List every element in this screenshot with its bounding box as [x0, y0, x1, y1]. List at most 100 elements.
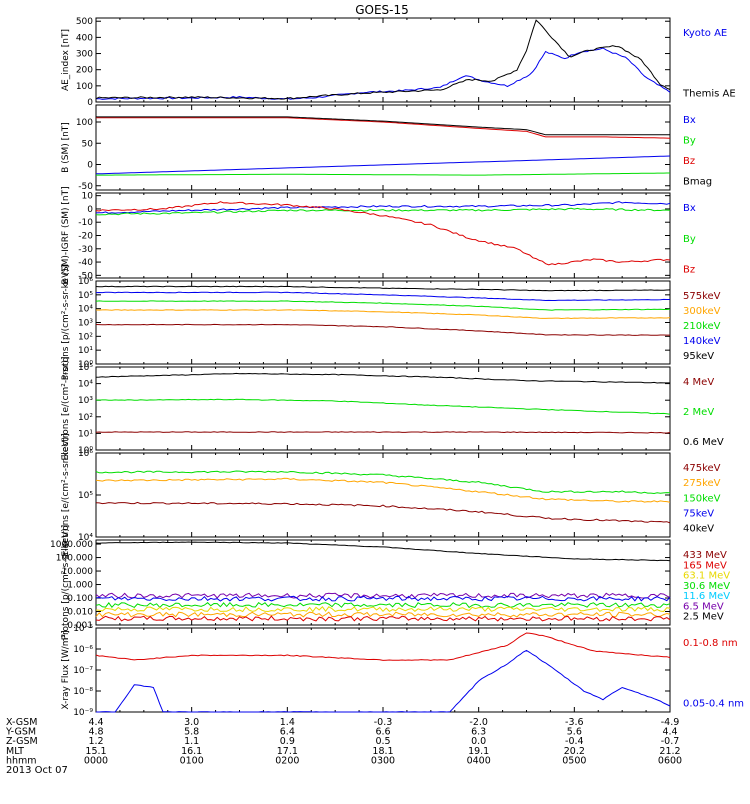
series-line-bz	[96, 117, 671, 139]
series-line-0-1-0-8-nm	[95, 632, 671, 661]
axis-row-value: 0.5	[375, 736, 390, 747]
legend-label: Bz	[683, 156, 695, 167]
y-tick-label: 50	[82, 139, 94, 149]
axis-row-value: -0.4	[565, 736, 584, 747]
series-line-by	[95, 207, 671, 216]
legend-label: By	[683, 136, 696, 147]
y-tick-label: 10²	[78, 413, 93, 423]
legend-label: 575keV	[683, 291, 721, 302]
y-tick-label: 10⁻⁵	[73, 624, 93, 634]
chart-title: GOES-15	[355, 3, 409, 17]
y-tick-label: 10⁶	[78, 449, 93, 459]
y-tick-label: 100.000	[56, 554, 93, 564]
legend-label: 210keV	[683, 321, 721, 332]
axis-row-value: 5.6	[567, 727, 582, 738]
y-tick-label: 10⁶	[78, 277, 93, 287]
y-axis-label: B (SM)-IGRF (SM) [nT]	[61, 186, 71, 284]
legend-label: 140keV	[683, 336, 721, 347]
legend-label: 150keV	[683, 493, 721, 504]
legend-label: 475keV	[683, 463, 721, 474]
y-axis-label: Electrons [e/(cm²-s-sr-keV)]	[61, 433, 71, 556]
y-axis-label: Protons [p/(cm²-s-sr-keV)]	[61, 265, 71, 381]
y-tick-label: 0.010	[67, 608, 93, 618]
y-tick-label: 10	[82, 192, 94, 202]
y-tick-label: 0	[87, 205, 93, 215]
axis-row-value: 1.2	[88, 736, 103, 747]
panel-frame	[95, 17, 671, 103]
legend-label: 75keV	[683, 509, 714, 520]
y-tick-label: 10³	[78, 319, 93, 329]
axis-row-value: 5.8	[184, 727, 199, 738]
axis-row-value: 4.4	[662, 727, 677, 738]
series-line-275kev	[95, 477, 671, 503]
axis-row-label: MLT	[6, 746, 24, 757]
y-tick-label: 1.000	[67, 581, 93, 591]
series-line-95kev	[95, 323, 670, 336]
legend-label: Themis AE	[682, 89, 736, 100]
y-tick-label: 500	[76, 17, 93, 27]
axis-row-value: 3.0	[184, 717, 199, 728]
legend-label: Bx	[683, 203, 696, 214]
axis-row-value: 6.4	[280, 727, 295, 738]
y-tick-label: 10⁵	[78, 491, 93, 501]
axis-row-value: 1.4	[280, 717, 295, 728]
axis-row-value: 18.1	[372, 746, 393, 757]
axis-row-label: Z-GSM	[6, 736, 38, 747]
axis-row-value: 0.9	[280, 736, 295, 747]
y-tick-label: 100	[76, 118, 93, 128]
legend-label: 0.1-0.8 nm	[683, 638, 738, 649]
y-tick-label: 10⁻⁷	[73, 666, 93, 676]
axis-row-value: 0300	[371, 755, 395, 766]
legend-label: 11.6 MeV	[683, 591, 730, 602]
axis-row-value: 19.1	[468, 746, 489, 757]
axis-row-value: 1.1	[184, 736, 199, 747]
series-line-63-1-mev	[95, 595, 671, 602]
y-tick-label: 0	[87, 161, 93, 171]
y-tick-label: 1000.000	[50, 540, 93, 550]
series-line-bz	[95, 201, 671, 266]
y-tick-label: 0.100	[67, 594, 93, 604]
y-tick-label: 10⁴	[78, 533, 93, 543]
axis-row-value: -0.3	[374, 717, 393, 728]
legend-label: 275keV	[683, 478, 721, 489]
series-line-themis-ae	[95, 19, 671, 100]
y-tick-label: 10³	[78, 396, 93, 406]
axis-row-value: 0400	[467, 755, 491, 766]
y-tick-label: 10⁻⁸	[73, 687, 93, 697]
legend-label: 2.5 MeV	[683, 612, 724, 623]
y-tick-label: 10²	[78, 332, 93, 342]
legend-label: By	[683, 234, 696, 245]
panel-frame	[95, 280, 671, 365]
legend-label: 4 MeV	[683, 377, 714, 388]
y-tick-label: -10	[78, 218, 93, 228]
y-tick-label: 200	[76, 66, 93, 76]
axis-row-value: -3.6	[565, 717, 584, 728]
series-line-475kev	[95, 470, 671, 495]
legend-label: 63.1 MeV	[683, 571, 730, 582]
axis-row-value: 17.1	[277, 746, 298, 757]
legend-label: 95keV	[683, 351, 714, 362]
y-axis-label: Protons [p/(cm²-s-sr-keV)]	[61, 525, 71, 641]
axis-row-label: Y-GSM	[5, 727, 36, 738]
y-tick-label: 10⁻⁶	[73, 645, 93, 655]
panel-frame	[95, 452, 671, 538]
series-line-140kev	[95, 309, 671, 320]
y-tick-label: -40	[78, 258, 93, 268]
series-line-300kev	[95, 291, 670, 302]
legend-label: 0.6 MeV	[683, 437, 724, 448]
y-tick-label: 10⁴	[78, 305, 93, 315]
y-tick-label: 10⁴	[78, 380, 93, 390]
series-line-11-6-mev	[95, 606, 671, 613]
axis-row-value: -0.7	[661, 736, 680, 747]
y-tick-label: 100	[76, 82, 93, 92]
y-axis-label: AE_index [nT]	[61, 29, 71, 91]
legend-label: Bz	[683, 265, 695, 276]
axis-row-value: 6.6	[375, 727, 390, 738]
y-tick-label: 10.000	[62, 567, 94, 577]
axis-row-value: 0000	[84, 755, 108, 766]
y-axis-label: B (SM) [nT]	[61, 122, 71, 173]
axis-row-value: 21.2	[659, 746, 680, 757]
axis-row-value: 6.3	[471, 727, 486, 738]
